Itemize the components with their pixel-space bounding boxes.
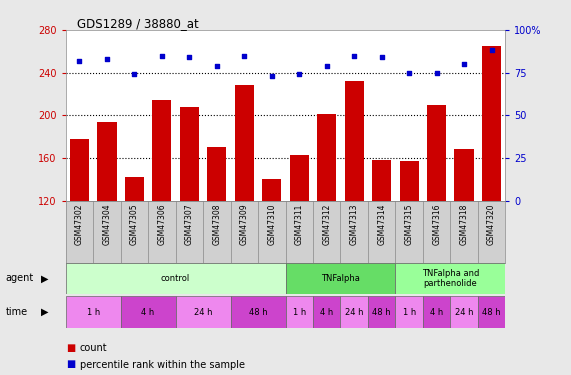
- Point: [405, 70, 414, 76]
- Text: percentile rank within the sample: percentile rank within the sample: [80, 360, 245, 369]
- Bar: [455, 149, 474, 201]
- Bar: [340, 296, 368, 328]
- Bar: [120, 296, 176, 328]
- Text: 24 h: 24 h: [194, 308, 212, 316]
- Text: 1 h: 1 h: [403, 308, 416, 316]
- Bar: [344, 81, 364, 201]
- Point: [460, 61, 469, 67]
- Text: time: time: [6, 307, 28, 317]
- Bar: [478, 296, 505, 328]
- Point: [322, 63, 331, 69]
- Point: [295, 71, 304, 77]
- Text: ■: ■: [66, 343, 75, 353]
- Text: GSM47308: GSM47308: [212, 204, 222, 245]
- Bar: [176, 296, 231, 328]
- Bar: [368, 296, 395, 328]
- Text: ▶: ▶: [41, 273, 49, 284]
- Text: GSM47316: GSM47316: [432, 204, 441, 245]
- Text: GSM47304: GSM47304: [102, 204, 111, 245]
- Text: 1 h: 1 h: [87, 308, 100, 316]
- Text: ▶: ▶: [41, 307, 49, 317]
- Bar: [97, 122, 116, 201]
- Bar: [451, 296, 478, 328]
- Bar: [70, 139, 89, 201]
- Text: 48 h: 48 h: [372, 308, 391, 316]
- Bar: [66, 262, 286, 294]
- Text: GSM47318: GSM47318: [460, 204, 469, 245]
- Point: [157, 53, 166, 58]
- Point: [432, 70, 441, 76]
- Bar: [289, 155, 309, 201]
- Point: [267, 73, 276, 79]
- Bar: [262, 179, 282, 201]
- Bar: [286, 262, 395, 294]
- Bar: [286, 296, 313, 328]
- Point: [377, 54, 386, 60]
- Text: 4 h: 4 h: [320, 308, 333, 316]
- Point: [240, 53, 249, 58]
- Bar: [313, 296, 340, 328]
- Point: [102, 56, 111, 62]
- Bar: [66, 296, 120, 328]
- Text: 4 h: 4 h: [430, 308, 443, 316]
- Bar: [124, 177, 144, 201]
- Text: TNFalpha and
parthenolide: TNFalpha and parthenolide: [422, 269, 479, 288]
- Text: count: count: [80, 343, 107, 353]
- Bar: [231, 296, 286, 328]
- Bar: [180, 107, 199, 201]
- Point: [487, 48, 496, 54]
- Text: 48 h: 48 h: [482, 308, 501, 316]
- Text: agent: agent: [6, 273, 34, 284]
- Text: TNFalpha: TNFalpha: [321, 274, 360, 283]
- Text: GSM47305: GSM47305: [130, 204, 139, 245]
- Text: ■: ■: [66, 360, 75, 369]
- Text: control: control: [161, 274, 190, 283]
- Point: [349, 53, 359, 58]
- Bar: [423, 296, 451, 328]
- Text: GSM47306: GSM47306: [158, 204, 166, 245]
- Text: GSM47307: GSM47307: [185, 204, 194, 245]
- Text: GSM47302: GSM47302: [75, 204, 84, 245]
- Bar: [427, 105, 447, 201]
- Bar: [207, 147, 227, 201]
- Point: [75, 58, 84, 64]
- Text: 4 h: 4 h: [142, 308, 155, 316]
- Bar: [395, 296, 423, 328]
- Text: 24 h: 24 h: [345, 308, 364, 316]
- Point: [185, 54, 194, 60]
- Text: GSM47311: GSM47311: [295, 204, 304, 245]
- Bar: [395, 262, 505, 294]
- Text: GSM47310: GSM47310: [267, 204, 276, 245]
- Text: GSM47312: GSM47312: [322, 204, 331, 245]
- Bar: [235, 86, 254, 201]
- Text: GSM47309: GSM47309: [240, 204, 249, 245]
- Bar: [317, 114, 336, 201]
- Text: 48 h: 48 h: [249, 308, 267, 316]
- Point: [212, 63, 222, 69]
- Text: GDS1289 / 38880_at: GDS1289 / 38880_at: [77, 17, 199, 30]
- Text: 1 h: 1 h: [292, 308, 306, 316]
- Text: GSM47315: GSM47315: [405, 204, 413, 245]
- Bar: [400, 161, 419, 201]
- Bar: [152, 100, 171, 201]
- Text: 24 h: 24 h: [455, 308, 473, 316]
- Point: [130, 71, 139, 77]
- Text: GSM47313: GSM47313: [349, 204, 359, 245]
- Text: GSM47320: GSM47320: [487, 204, 496, 245]
- Text: GSM47314: GSM47314: [377, 204, 386, 245]
- Bar: [372, 160, 391, 201]
- Bar: [482, 46, 501, 201]
